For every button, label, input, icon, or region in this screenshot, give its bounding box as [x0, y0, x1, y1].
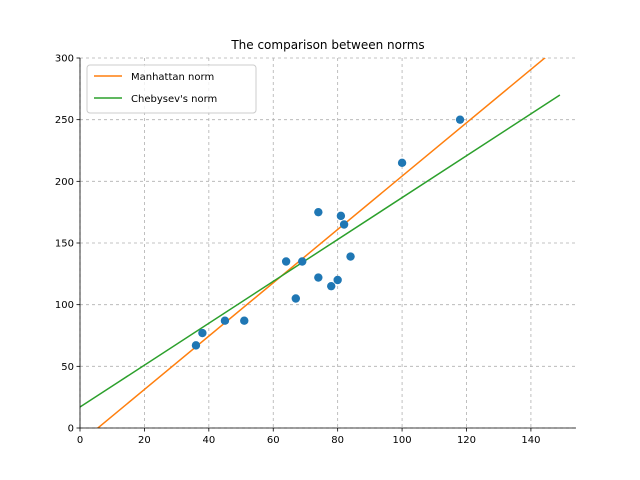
data-point	[191, 341, 201, 350]
x-tick-label: 120	[457, 435, 476, 446]
series-line-manhattan	[96, 58, 546, 428]
data-point	[346, 252, 355, 261]
y-tick-label: 300	[55, 54, 74, 65]
tick-labels: 0 20 40 60 80 100 120 140 0 50 100 150 200 250 300	[55, 54, 541, 447]
y-tick-label: 250	[55, 115, 74, 126]
y-tick-label: 50	[61, 362, 74, 373]
axes	[76, 57, 576, 432]
data-points	[191, 115, 465, 350]
y-tick-label: 200	[55, 177, 74, 188]
data-point	[281, 257, 291, 266]
x-tick-label: 100	[393, 435, 412, 446]
x-tick-label: 80	[331, 435, 344, 446]
data-point	[327, 281, 336, 291]
series-line-chebysev	[80, 94, 561, 408]
legend-box	[86, 64, 257, 114]
data-point	[198, 328, 207, 338]
data-point	[314, 273, 323, 282]
data-point	[455, 115, 465, 124]
legend: Manhattan norm Chebysev's norm	[86, 64, 257, 114]
chart-title: The comparison between norms	[230, 38, 424, 52]
x-tick-label: 0	[77, 435, 83, 446]
data-point	[240, 316, 249, 325]
data-point	[298, 257, 307, 266]
x-tick-label: 60	[267, 435, 280, 446]
x-tick-label: 20	[138, 435, 151, 446]
x-tick-label: 40	[202, 435, 215, 446]
data-point	[336, 211, 346, 221]
data-point	[291, 294, 300, 303]
data-point	[220, 316, 230, 325]
data-point	[333, 275, 342, 285]
x-tick-label: 140	[521, 435, 540, 446]
legend-label: Manhattan norm	[131, 72, 214, 83]
data-point	[339, 220, 349, 229]
legend-label: Chebysev's norm	[131, 94, 217, 105]
y-tick-label: 0	[68, 424, 74, 435]
fit-lines	[80, 58, 561, 428]
data-point	[314, 207, 323, 217]
y-tick-label: 100	[55, 300, 74, 311]
data-point	[397, 158, 407, 168]
y-tick-label: 150	[55, 239, 74, 250]
